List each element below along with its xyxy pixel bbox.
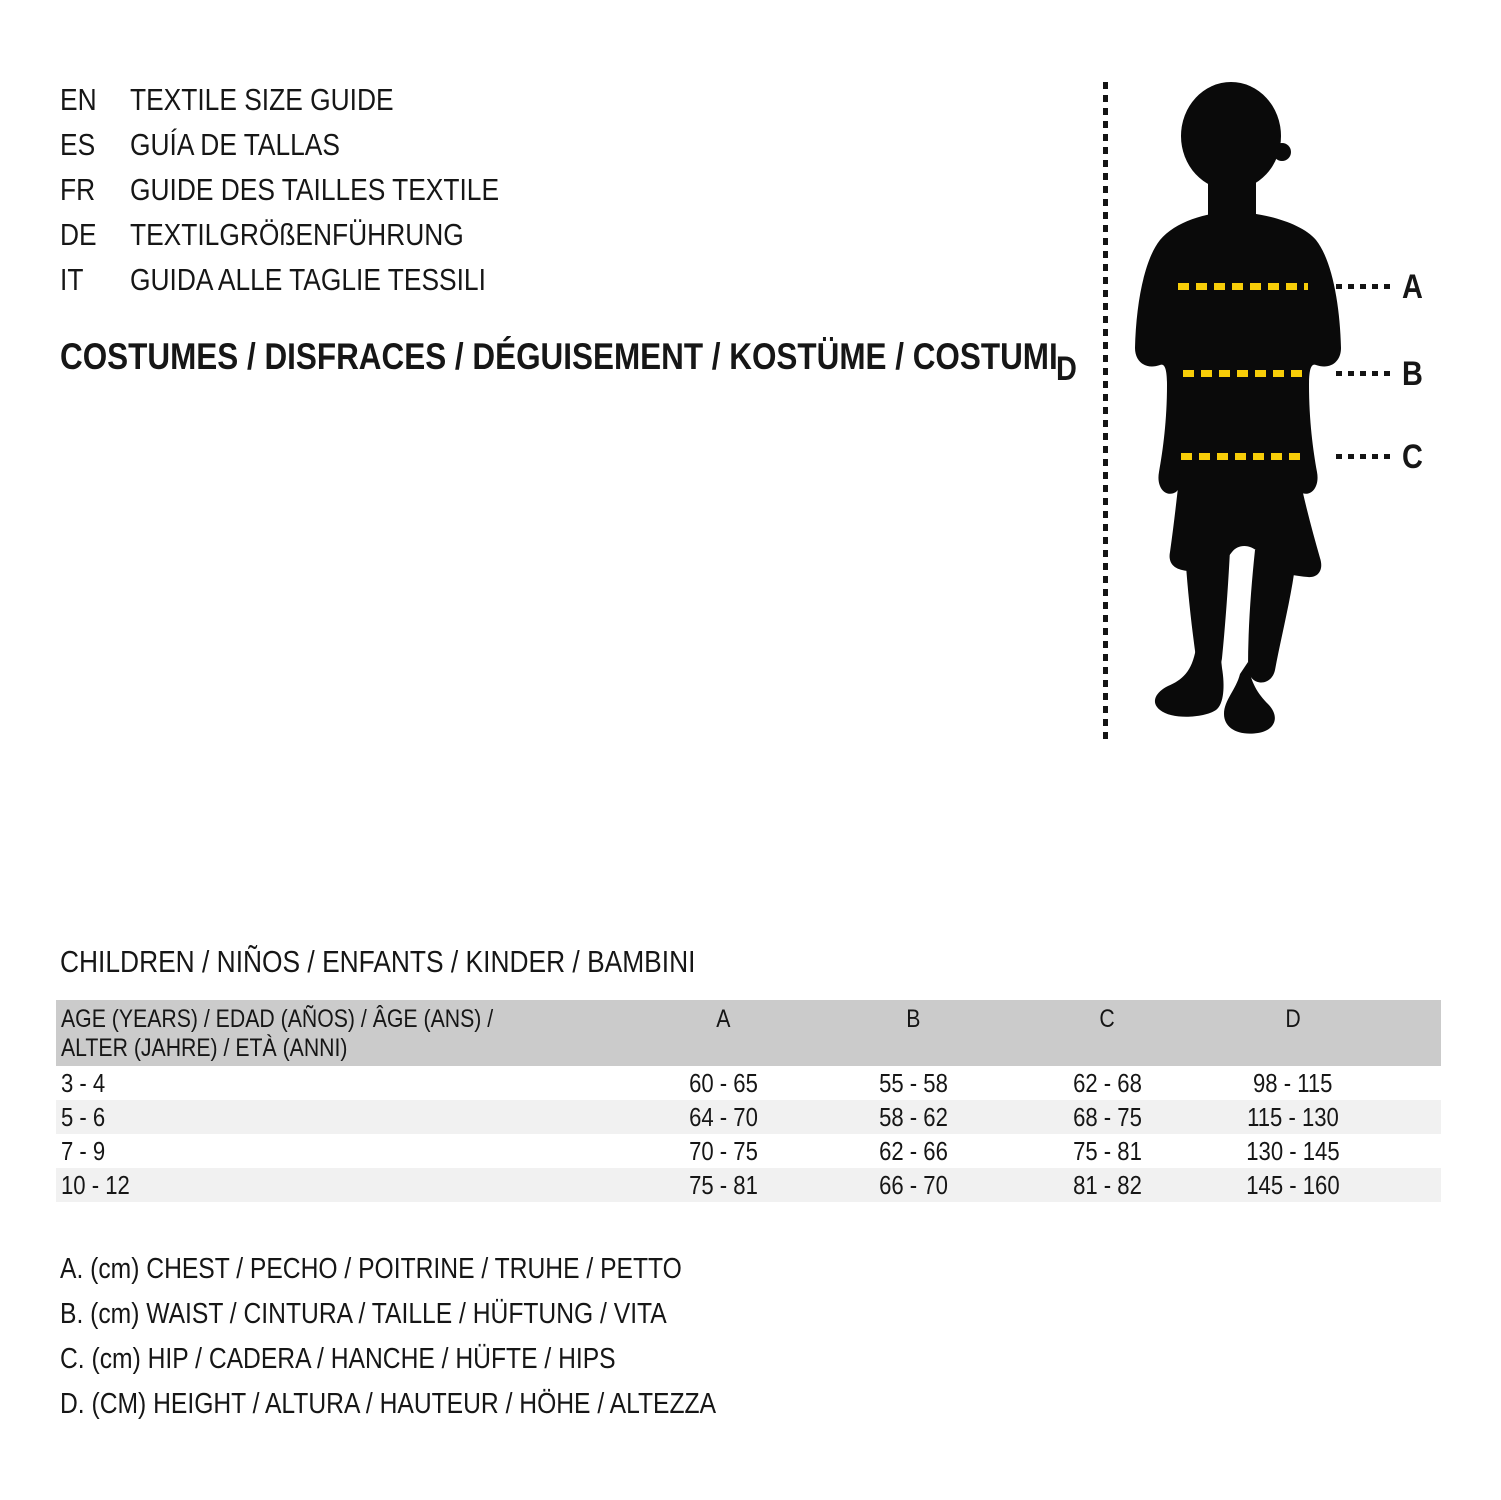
height-cell: 98 - 115 [1253,1067,1333,1098]
lang-label: TEXTILGRÖßENFÜHRUNG [130,217,464,252]
table-row: 5 - 6 64 - 70 58 - 62 68 - 75 115 - 130 [56,1100,1441,1134]
lang-row-fr: FR GUIDE DES TAILLES TEXTILE [60,172,564,217]
chest-cell: 64 - 70 [688,1101,758,1132]
lang-code: ES [60,127,96,162]
table-row: 10 - 12 75 - 81 66 - 70 81 - 82 145 - 16… [56,1168,1441,1202]
section-title-children: CHILDREN / NIÑOS / ENFANTS / KINDER / BA… [60,944,696,979]
age-column-header: AGE (YEARS) / EDAD (AÑOS) / ÂGE (ANS) / … [61,1005,494,1062]
column-header-c: C [1099,1005,1115,1033]
lang-row-de: DE TEXTILGRÖßENFÜHRUNG [60,217,564,262]
height-cell: 145 - 160 [1246,1169,1340,1200]
waist-leader-line [1336,371,1392,376]
lang-row-en: EN TEXTILE SIZE GUIDE [60,82,564,127]
lang-code: DE [60,217,97,252]
age-cell: 5 - 6 [61,1101,106,1132]
category-title: COSTUMES / DISFRACES / DÉGUISEMENT / KOS… [60,336,1058,377]
lang-code: EN [60,82,97,117]
waist-measure-label: B [1402,355,1423,393]
chest-cell: 70 - 75 [688,1135,758,1166]
chest-cell: 75 - 81 [688,1169,758,1200]
table-row: 3 - 4 60 - 65 55 - 58 62 - 68 98 - 115 [56,1066,1441,1100]
language-title-list: EN TEXTILE SIZE GUIDE ES GUÍA DE TALLAS … [60,82,564,307]
size-table-header-row: AGE (YEARS) / EDAD (AÑOS) / ÂGE (ANS) / … [56,1000,1441,1066]
waist-cell: 55 - 58 [878,1067,948,1098]
lang-code: IT [60,262,84,297]
measurement-legend: A. (cm) CHEST / PECHO / POITRINE / TRUHE… [60,1253,832,1433]
column-header-a: A [715,1005,731,1033]
chest-leader-line [1336,284,1392,289]
chest-measure-line [1178,283,1308,290]
legend-height: D. (CM) HEIGHT / ALTURA / HAUTEUR / HÖHE… [60,1388,717,1420]
hip-measure-line [1181,453,1307,460]
hip-measure-label: C [1402,438,1423,476]
lang-row-it: IT GUIDA ALLE TAGLIE TESSILI [60,262,564,307]
age-cell: 7 - 9 [61,1135,106,1166]
chest-measure-label: A [1402,268,1423,306]
legend-chest: A. (cm) CHEST / PECHO / POITRINE / TRUHE… [60,1253,682,1285]
height-cell: 130 - 145 [1246,1135,1340,1166]
column-header-b: B [905,1005,921,1033]
chest-cell: 60 - 65 [688,1067,758,1098]
legend-waist: B. (cm) WAIST / CINTURA / TAILLE / HÜFTU… [60,1298,667,1330]
child-silhouette-figure [1135,82,1341,734]
height-measure-label: D [1056,350,1077,388]
lang-row-es: ES GUÍA DE TALLAS [60,127,564,172]
height-cell: 115 - 130 [1247,1101,1339,1132]
table-row: 7 - 9 70 - 75 62 - 66 75 - 81 130 - 145 [56,1134,1441,1168]
hip-cell: 75 - 81 [1072,1135,1142,1166]
hip-cell: 68 - 75 [1072,1101,1142,1132]
column-header-d: D [1285,1005,1301,1033]
lang-label: GUIDE DES TAILLES TEXTILE [130,172,500,207]
lang-code: FR [60,172,96,207]
hip-leader-line [1336,454,1392,459]
legend-hip: C. (cm) HIP / CADERA / HANCHE / HÜFTE / … [60,1343,616,1375]
lang-label: GUÍA DE TALLAS [130,127,340,162]
hip-cell: 62 - 68 [1072,1067,1142,1098]
waist-measure-line [1183,370,1305,377]
waist-cell: 66 - 70 [878,1169,948,1200]
age-cell: 10 - 12 [61,1169,130,1200]
lang-label: TEXTILE SIZE GUIDE [130,82,394,117]
hip-cell: 81 - 82 [1072,1169,1142,1200]
height-measure-dashed-line [1103,82,1108,744]
waist-cell: 62 - 66 [878,1135,948,1166]
lang-label: GUIDA ALLE TAGLIE TESSILI [130,262,486,297]
children-size-table: AGE (YEARS) / EDAD (AÑOS) / ÂGE (ANS) / … [56,1000,1441,1202]
age-cell: 3 - 4 [61,1067,106,1098]
waist-cell: 58 - 62 [878,1101,948,1132]
